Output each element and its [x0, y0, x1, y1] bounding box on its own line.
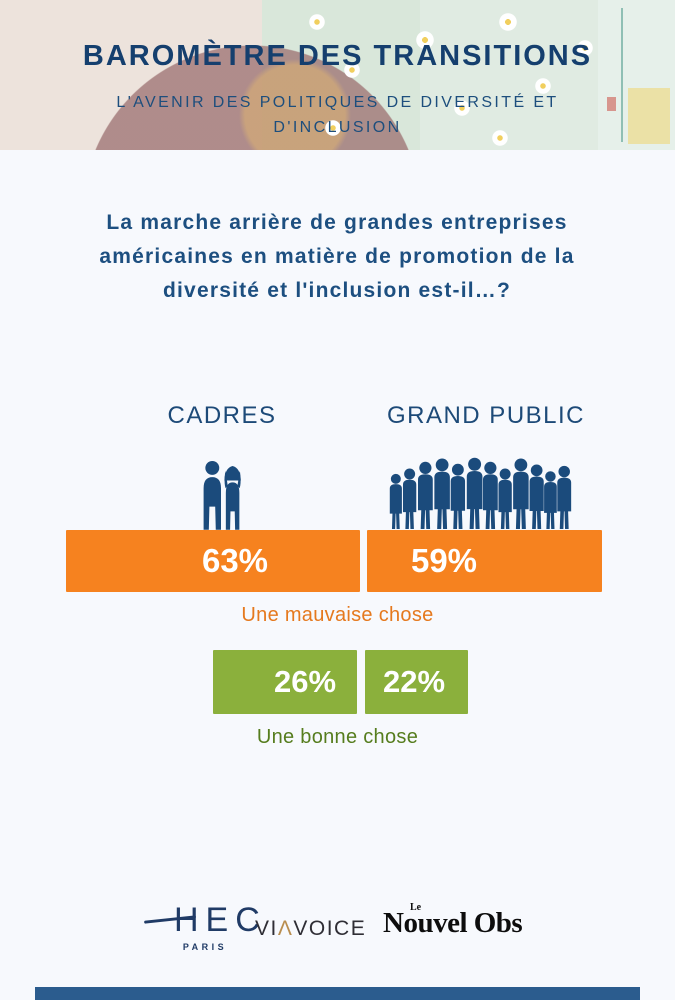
header-deco-yellow-patch: [628, 88, 670, 144]
hec-paris-logo: HEC PARIS: [144, 901, 272, 955]
column-label-grand-public: GRAND PUBLIC: [386, 402, 586, 429]
footer-accent-bar: [35, 987, 640, 1000]
nouvelobs-name: Nouvel Obs: [383, 907, 523, 939]
nouvelobs-le: Le: [410, 902, 422, 913]
label-une-mauvaise-chose: Une mauvaise chose: [241, 604, 434, 626]
viavoice-logo: VIΛVOICE: [255, 917, 366, 941]
question-line1: La marche arrière de grandes entreprises: [106, 211, 568, 234]
value-bonne-cadres: 26%: [273, 664, 337, 699]
header-deco-teal-line: [621, 8, 623, 142]
question-line2: américaines en matière de promotion de l…: [99, 245, 575, 268]
label-une-bonne-chose: Une bonne chose: [256, 726, 419, 748]
bar-mauvaise-grand-public: [367, 530, 602, 592]
bar-mauvaise-cadres: [66, 530, 360, 592]
header-deco-red-patch: [607, 97, 616, 111]
header-banner: BAROMÈTRE DES TRANSITIONS L'AVENIR DES P…: [0, 0, 675, 150]
page-subtitle: L'AVENIR DES POLITIQUES DE DIVERSITÉ ET …: [0, 90, 675, 140]
cadres-pair-icon: [192, 458, 250, 535]
value-mauvaise-grand-public: 59%: [410, 542, 478, 579]
survey-question: La marche arrière de grandes entreprises…: [37, 206, 637, 308]
hec-logo-text: HEC: [174, 901, 267, 939]
question-line3: diversité et l'inclusion est-il…?: [163, 279, 511, 302]
column-label-cadres: CADRES: [167, 402, 277, 429]
value-bonne-grand-public: 22%: [382, 664, 446, 699]
nouvelobs-logo: Le Nouvel Obs: [383, 902, 523, 940]
value-mauvaise-cadres: 63%: [201, 542, 269, 579]
viavoice-part3: VOICE: [293, 917, 367, 940]
bar-bonne-cadres: [213, 650, 357, 714]
bar-bonne-grand-public: [365, 650, 468, 714]
viavoice-part1: VI: [255, 917, 278, 940]
subtitle-line1: L'AVENIR DES POLITIQUES DE DIVERSITÉ ET: [116, 94, 559, 111]
page-title: BAROMÈTRE DES TRANSITIONS: [82, 40, 593, 72]
hec-logo-city: PARIS: [182, 942, 228, 952]
subtitle-line2: D'INCLUSION: [273, 119, 402, 136]
crowd-icon: [386, 457, 578, 535]
viavoice-gold-a: Λ: [277, 917, 294, 940]
